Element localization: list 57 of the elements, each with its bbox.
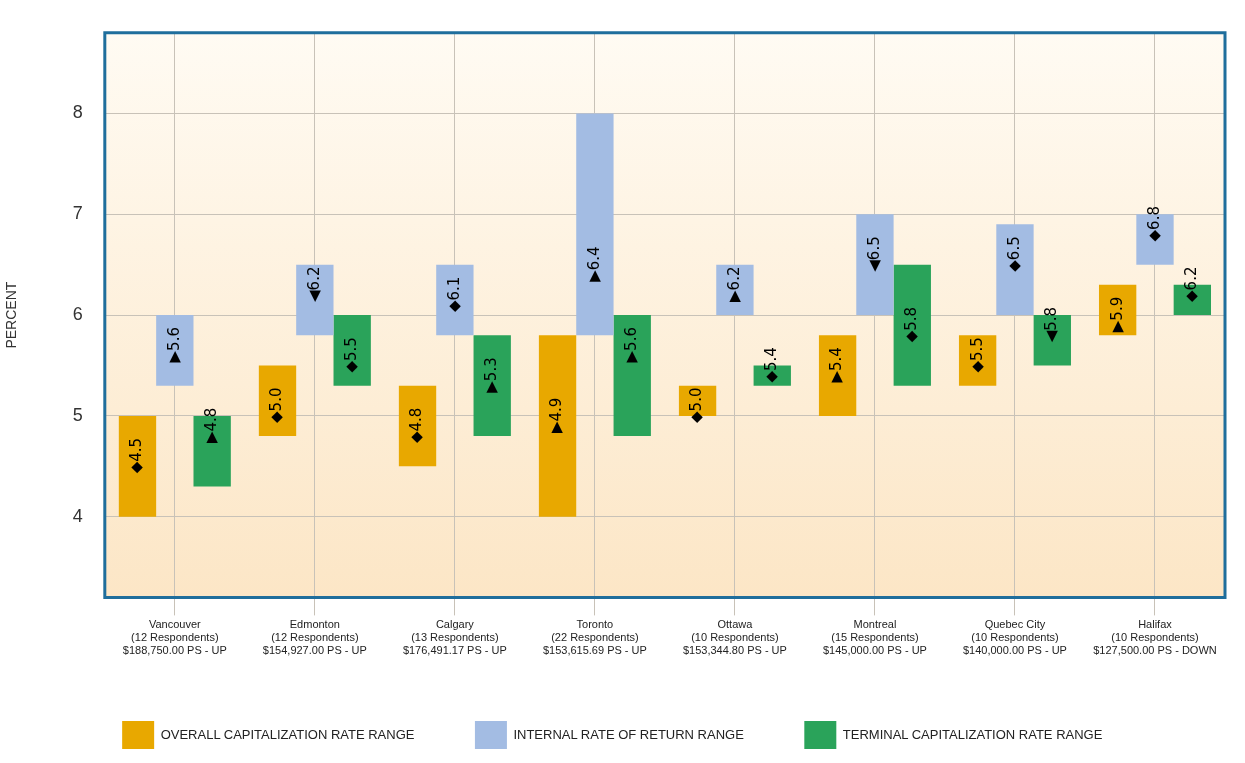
legend-label: INTERNAL RATE OF RETURN RANGE <box>513 726 745 742</box>
annotation: ▶5.9 <box>1107 296 1126 333</box>
x-tick-label: Montreal (15 Respondents) $145,000.00 PS - UP <box>822 618 927 657</box>
bar <box>716 264 754 316</box>
annotation: ▶5.3 <box>482 357 501 393</box>
annotation: ◆4.8 <box>407 407 426 444</box>
x-tick-label: Toronto (22 Respondents) $153,615.69 PS - UP <box>542 618 647 657</box>
bar <box>818 335 857 416</box>
bar <box>576 113 614 336</box>
legend-label: TERMINAL CAPITALIZATION RATE RANGE <box>842 726 1103 742</box>
annotation: ▶4.9 <box>547 397 566 433</box>
annotation: ▶5.4 <box>827 347 846 383</box>
x-tick-label: Edmonton (12 Respondents) $154,927.00 PS - UP <box>262 618 367 657</box>
bar <box>333 315 371 386</box>
x-tick-label: Vancouver (12 Respondents) $188,750.00 PS - UP <box>122 618 227 657</box>
annotation: ◀6.2 <box>304 266 323 302</box>
annotation: ◆5.0 <box>267 387 286 423</box>
bar <box>156 315 194 386</box>
bar <box>118 415 157 517</box>
annotation: ▶5.6 <box>622 327 641 363</box>
annotation: ◆5.8 <box>902 306 921 343</box>
bar <box>996 224 1034 316</box>
y-tick-label: 6 <box>72 304 83 325</box>
annotation: ◆4.5 <box>127 437 146 474</box>
annotation: ◆5.5 <box>967 337 986 373</box>
annotation: ◆6.2 <box>1182 266 1201 302</box>
y-tick-label: 5 <box>72 404 83 425</box>
annotation: ▶6.4 <box>584 246 603 282</box>
bar <box>538 335 577 517</box>
bar <box>856 214 894 316</box>
bar <box>436 264 474 336</box>
annotation: ◆6.8 <box>1144 206 1163 242</box>
annotation: ◆5.5 <box>342 337 361 373</box>
annotation: ◀5.8 <box>1042 306 1061 343</box>
annotation: ◆6.5 <box>1004 236 1023 272</box>
x-tick-label: Ottawa (10 Respondents) $153,344.80 PS - UP <box>682 618 787 657</box>
y-tick-label: 8 <box>72 102 83 123</box>
y-tick-label: 4 <box>72 505 83 526</box>
y-tick-label: 7 <box>72 203 83 224</box>
x-tick-label: Calgary (13 Respondents) $176,491.17 PS - UP <box>402 618 507 657</box>
x-tick-label: Quebec City (10 Respondents) $140,000.00 PS - UP <box>962 618 1067 657</box>
bar <box>473 335 511 437</box>
y-axis-title: PERCENT <box>3 281 20 349</box>
annotation: ◆5.4 <box>762 347 781 383</box>
bar <box>296 264 334 336</box>
annotation: ▶5.6 <box>164 327 183 363</box>
bar <box>613 315 651 437</box>
bar <box>258 365 297 437</box>
bar <box>398 385 437 467</box>
legend-label: OVERALL CAPITALIZATION RATE RANGE <box>160 726 415 742</box>
annotation: ▶6.2 <box>724 266 743 302</box>
annotation: ◆6.1 <box>444 276 463 313</box>
bar <box>893 264 931 386</box>
annotation: ◆5.0 <box>687 387 706 423</box>
annotation: ▶4.8 <box>202 407 221 444</box>
annotation: ◀6.5 <box>864 236 883 272</box>
x-tick-label: Halifax (10 Respondents) $127,500.00 PS - DOWN <box>1093 618 1217 657</box>
